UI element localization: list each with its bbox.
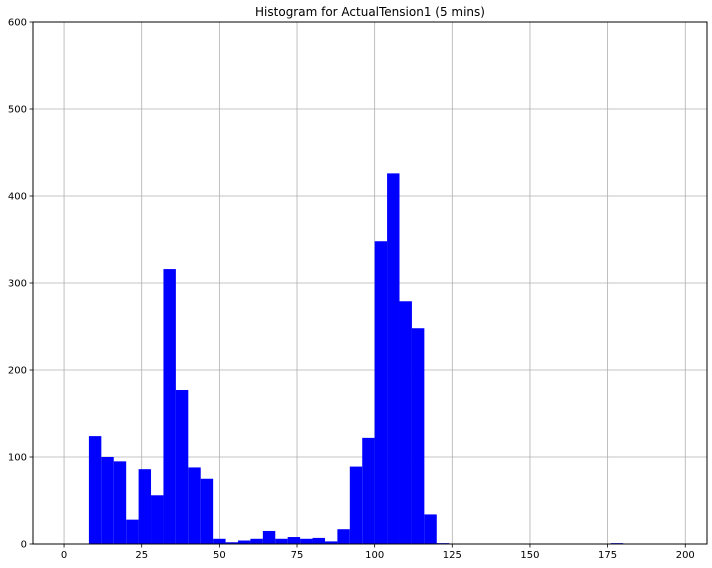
- x-tick-label: 100: [365, 550, 384, 561]
- histogram-bar: [175, 390, 189, 544]
- histogram-bar: [287, 537, 301, 544]
- histogram-bar: [374, 241, 388, 545]
- histogram-bar: [188, 467, 201, 544]
- histogram-bar: [275, 538, 288, 544]
- x-tick-label: 50: [213, 550, 226, 561]
- histogram-bar: [362, 437, 375, 544]
- histogram-bars: [88, 173, 624, 545]
- histogram-bar: [113, 461, 127, 544]
- x-tick-label: 75: [291, 550, 304, 561]
- y-tick-label: 100: [8, 453, 27, 464]
- histogram-bar: [151, 495, 164, 544]
- histogram-bar: [324, 541, 338, 544]
- chart-title: Histogram for ActualTension1 (5 mins): [255, 5, 485, 19]
- axis-ticks: 0 25 50 75 100 125 150 175 200 0 100 200 300 400 500 60…: [8, 18, 695, 562]
- histogram-bar: [126, 519, 139, 544]
- histogram-bar: [337, 529, 350, 544]
- histogram-bar: [399, 301, 412, 544]
- histogram-bar: [387, 173, 400, 544]
- x-tick-label: 175: [598, 550, 617, 561]
- histogram-bar: [262, 530, 276, 544]
- histogram-bar: [213, 538, 226, 544]
- histogram-bar: [163, 269, 176, 544]
- x-tick-label: 25: [135, 550, 148, 561]
- x-tick-label: 150: [520, 550, 539, 561]
- histogram-bar: [250, 538, 263, 544]
- y-tick-label: 500: [8, 105, 27, 116]
- histogram-bar: [300, 538, 313, 544]
- x-tick-label: 200: [676, 550, 695, 561]
- histogram-bar: [225, 542, 238, 544]
- y-tick-label: 300: [8, 279, 27, 290]
- histogram-bar: [138, 469, 152, 544]
- histogram-bar: [200, 478, 214, 544]
- y-tick-label: 0: [21, 540, 27, 551]
- histogram-bar: [237, 540, 251, 544]
- y-tick-label: 400: [8, 192, 27, 203]
- histogram-bar: [424, 514, 437, 544]
- y-tick-label: 200: [8, 366, 27, 377]
- x-tick-label: 0: [61, 550, 67, 561]
- histogram-bar: [312, 537, 325, 544]
- histogram-bar: [88, 436, 102, 544]
- y-tick-label: 600: [8, 18, 27, 29]
- histogram-bar: [101, 457, 114, 544]
- histogram-bar: [349, 466, 363, 544]
- x-tick-label: 125: [443, 550, 462, 561]
- histogram-bar: [411, 328, 425, 544]
